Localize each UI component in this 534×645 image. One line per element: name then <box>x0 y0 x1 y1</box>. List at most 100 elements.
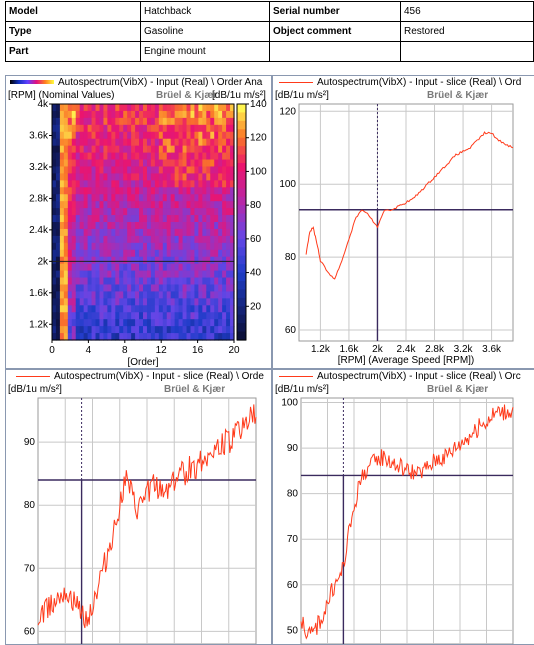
heatmap-cell <box>115 215 120 223</box>
brand-label: Brüel & Kjær <box>156 90 218 101</box>
heatmap-cell <box>127 208 132 216</box>
heatmap-cell <box>210 256 215 265</box>
heatmap-cell <box>182 117 188 126</box>
heatmap-cell <box>99 166 105 175</box>
order-slice-panel-a[interactable]: Autospectrum(VibX) - Input - slice (Real… <box>5 369 272 645</box>
heatmap-cell <box>170 215 176 223</box>
heatmap-cell <box>186 326 192 334</box>
heatmap-cell <box>63 256 69 265</box>
heatmap-cell <box>131 124 136 133</box>
heatmap-cell <box>206 208 211 216</box>
order-slice-panel-b[interactable]: Autospectrum(VibX) - Input - slice (Real… <box>272 369 534 645</box>
heatmap-cell <box>174 319 180 327</box>
rpm-slice-panel[interactable]: Autospectrum(VibX) - Input - slice (Real… <box>272 75 534 369</box>
heatmap-cell <box>59 235 65 244</box>
heatmap-cell <box>83 284 89 293</box>
heatmap-cell <box>127 228 132 237</box>
heatmap-cell <box>103 201 108 209</box>
heatmap-cell <box>139 187 144 195</box>
panel-title-text: Autospectrum(VibX) - Input - slice (Real… <box>317 77 522 88</box>
heatmap-cell <box>79 270 85 279</box>
heatmap-cell <box>218 145 223 154</box>
heatmap-cell <box>115 312 120 320</box>
heatmap-cell <box>123 145 128 154</box>
heatmap-cell <box>214 215 219 223</box>
heatmap-cell <box>182 277 188 286</box>
heatmap-cell <box>59 305 65 313</box>
heatmap-cell <box>174 305 180 313</box>
heatmap-cell <box>154 228 160 237</box>
heatmap-cell <box>174 180 180 188</box>
heatmap-cell <box>71 145 77 154</box>
heatmap-cell <box>150 201 156 209</box>
heatmap-cell <box>198 138 203 147</box>
heatmap-cell <box>83 159 89 168</box>
heatmap-cell <box>135 242 140 251</box>
heatmap-cell <box>202 228 207 237</box>
heatmap-cell <box>115 180 120 188</box>
heatmap-cell <box>190 298 196 306</box>
heatmap-cell <box>170 180 176 188</box>
heatmap-cell <box>190 249 196 258</box>
heatmap-cell <box>210 319 215 327</box>
heatmap-cell <box>170 187 176 195</box>
heatmap-cell <box>119 326 124 334</box>
heatmap-cell <box>202 242 207 251</box>
heatmap-cell <box>103 312 108 320</box>
heatmap-cell <box>111 215 116 223</box>
heatmap-cell <box>218 208 223 216</box>
heatmap-cell <box>162 187 168 195</box>
heatmap-cell <box>174 152 180 161</box>
heatmap-cell <box>154 305 160 313</box>
heatmap-cell <box>91 235 97 244</box>
heatmap-cell <box>131 263 136 272</box>
heatmap-cell <box>170 138 176 147</box>
heatmap-cell <box>190 284 196 293</box>
heatmap-cell <box>194 180 199 188</box>
heatmap-cell <box>99 222 105 230</box>
order-analysis-panel[interactable]: Autospectrum(VibX) - Input (Real) \ Orde… <box>5 75 272 369</box>
heatmap-cell <box>162 291 168 299</box>
heatmap-cell <box>95 291 101 299</box>
heatmap-cell <box>186 117 192 126</box>
heatmap-cell <box>166 305 172 313</box>
heatmap-cell <box>99 159 105 168</box>
heatmap-cell <box>158 117 164 126</box>
heatmap-cell <box>214 319 219 327</box>
heatmap-cell <box>71 152 77 161</box>
heatmap-cell <box>55 249 61 258</box>
heatmap-cell <box>91 249 97 258</box>
heatmap-cell <box>222 173 227 181</box>
heatmap-cell <box>131 284 136 293</box>
heatmap-cell <box>143 263 148 272</box>
heatmap-cell <box>111 333 116 341</box>
heatmap-cell <box>146 270 152 279</box>
heatmap-cell <box>230 194 235 202</box>
heatmap-cell <box>59 298 65 306</box>
heatmap-cell <box>95 270 101 279</box>
heatmap-cell <box>206 333 211 341</box>
heatmap-cell <box>178 152 184 161</box>
heatmap-cell <box>154 319 160 327</box>
heatmap-cell <box>75 270 81 279</box>
heatmap-cell <box>222 242 227 251</box>
heatmap-cell <box>218 124 223 133</box>
heatmap-cell <box>174 249 180 258</box>
heatmap-cell <box>206 124 211 133</box>
heatmap-cell <box>210 110 215 119</box>
heatmap-cell <box>111 319 116 327</box>
heatmap-cell <box>87 173 93 181</box>
heatmap-cell <box>107 333 112 341</box>
heatmap-cell <box>83 180 89 188</box>
heatmap-cell <box>190 208 196 216</box>
heatmap-cell <box>115 270 120 279</box>
heatmap-cell <box>206 117 211 126</box>
heatmap-cell <box>119 305 124 313</box>
heatmap-cell <box>83 104 89 112</box>
heatmap-cell <box>135 173 140 181</box>
heatmap-cell <box>83 242 89 251</box>
